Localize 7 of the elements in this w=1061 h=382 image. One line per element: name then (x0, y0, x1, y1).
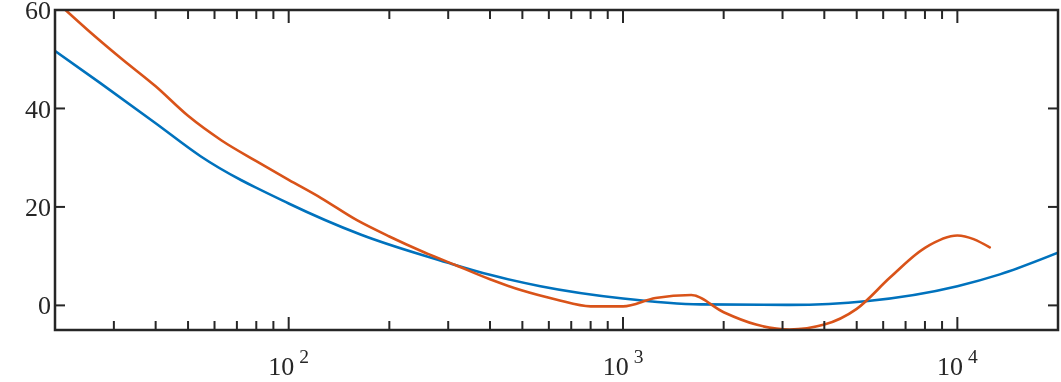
x-tick-label: 10$^{2}$ (268, 346, 310, 381)
y-tick-label: 40 (25, 94, 51, 124)
y-tick-label: 20 (25, 193, 51, 223)
x-tick-label: 10$^{3}$ (602, 346, 644, 381)
x-tick-label: 10$^{4}$ (936, 346, 978, 381)
y-tick-label: 60 (25, 0, 51, 26)
y-tick-label: 0 (38, 291, 51, 321)
